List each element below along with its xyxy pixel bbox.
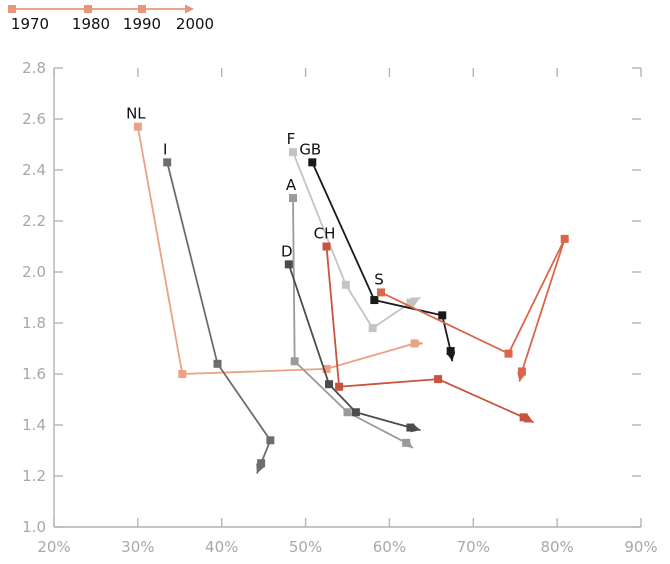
series-point-s [517,367,526,376]
legend-marker [138,5,146,13]
legend-arrow [185,4,194,14]
series-point-ch [519,413,528,422]
x-tick-label: 70% [457,538,490,556]
series-point-gb [370,296,379,305]
series-arrow-s [517,371,526,382]
y-tick-label: 1.8 [22,314,46,332]
series-point-f [288,148,297,157]
y-tick-label: 1.2 [22,467,46,485]
y-tick-label: 2.2 [22,212,46,230]
series-point-i [257,459,266,468]
series-ch: CH [314,225,535,424]
legend-label: 1990 [123,15,161,33]
series-label-d: D [281,242,293,260]
series-point-s [504,349,513,358]
series-point-gb [438,311,447,320]
axis-ticks: 20% 30% 40% 50% 60% 70% 80% 90% 1.0 1.2 1.4 1.6 1.8 2… [22,59,658,556]
x-tick-label: 60% [373,538,406,556]
series-a: A [286,176,414,449]
series-nl: NL [126,105,423,378]
legend-label: 1970 [11,15,49,33]
series-point-d [284,260,293,269]
series-arrow-gb [446,351,456,362]
series-arrow-ch [523,414,534,423]
series-point-nl [133,122,142,131]
y-tick-label: 2.8 [22,59,46,77]
legend: 1970 1980 1990 2000 [8,4,214,33]
series-line-ch [325,246,535,424]
legend-label: 2000 [176,15,214,33]
series-label-f: F [287,130,296,148]
x-tick-label: 90% [624,538,657,556]
series-point-ch [335,382,344,391]
series-point-gb [308,158,317,167]
series-s: S [374,234,569,382]
series-label-gb: GB [299,140,321,158]
series-point-a [343,408,352,417]
series-point-d [351,408,360,417]
y-tick-label: 1.4 [22,416,46,434]
plot-frame [53,68,641,528]
y-tick-label: 2.0 [22,263,46,281]
series-f: F [287,130,421,333]
legend-marker [84,5,92,13]
x-tick-label: 80% [540,538,573,556]
y-tick-label: 2.4 [22,161,46,179]
series-point-f [406,298,415,307]
series-point-d [325,380,334,389]
y-tick-label: 1.0 [22,518,46,536]
series-arrow-nl [413,338,423,348]
series-label-ch: CH [314,225,336,243]
x-tick-label: 30% [121,538,154,556]
series-point-s [377,288,386,297]
series-point-nl [178,370,187,378]
legend-label: 1980 [72,15,110,33]
series-d: D [281,242,421,433]
series-point-a [290,357,299,366]
series-arrow-f [410,297,421,306]
series-point-f [368,324,377,333]
series-label-i: I [163,140,167,158]
series-label-nl: NL [126,105,146,123]
series-arrow-a [403,438,413,448]
y-tick-label: 2.6 [22,110,46,128]
series-point-nl [322,364,331,373]
x-tick-label: 50% [289,538,322,556]
series-point-gb [446,347,455,356]
series-point-s [560,234,569,243]
series-label-s: S [374,270,384,288]
x-tick-label: 40% [205,538,238,556]
series-line-s [380,237,566,382]
y-tick-label: 1.6 [22,365,46,383]
series-arrow-d [410,423,421,433]
x-tick-label: 20% [37,538,70,556]
series-gb: GB [299,140,456,362]
series-line-i [166,162,272,474]
series-point-i [163,158,172,167]
series-point-ch [322,242,331,251]
series-label-a: A [286,176,297,194]
legend-marker [8,5,16,13]
series-point-i [213,359,222,368]
series-i: I [163,140,275,474]
series-point-i [266,436,275,445]
series-point-f [341,280,350,289]
series-point-a [288,194,297,203]
series-point-ch [434,375,443,384]
series-point-d [406,423,415,432]
series-arrow-i [256,463,265,474]
